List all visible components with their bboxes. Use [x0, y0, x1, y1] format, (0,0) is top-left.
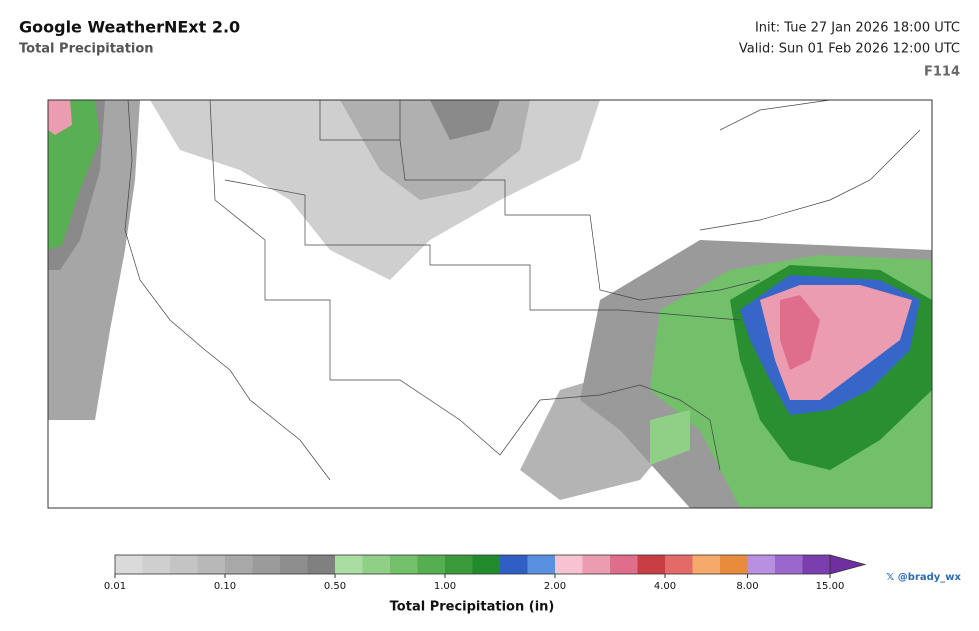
- valid-time: Valid: Sun 01 Feb 2026 12:00 UTC: [739, 42, 960, 57]
- colorbar-tick-label: 15.00: [816, 581, 845, 592]
- colorbar-segment: [582, 555, 611, 574]
- colorbar-label: Total Precipitation (in): [390, 600, 555, 615]
- colorbar-segment: [197, 555, 226, 574]
- colorbar-segment: [417, 555, 446, 574]
- colorbar-segment: [802, 555, 831, 574]
- colorbar-segment: [445, 555, 473, 574]
- colorbar-tick-label: 1.00: [434, 581, 456, 592]
- colorbar-tick-label: 0.01: [104, 581, 126, 592]
- colorbar-extension: [829, 554, 867, 575]
- colorbar-tick-label: 4.00: [654, 581, 676, 592]
- colorbar-segment: [472, 555, 501, 574]
- colorbar-segment: [720, 555, 748, 574]
- colorbar-segment: [390, 555, 418, 574]
- colorbar-segment: [307, 555, 336, 574]
- credit: 𝕏 @brady_wx: [886, 572, 961, 583]
- colorbar-segment: [252, 555, 281, 574]
- colorbar-tick-label: 0.10: [214, 581, 236, 592]
- title: Google WeatherNExt 2.0: [19, 18, 240, 37]
- colorbar-segment: [170, 555, 198, 574]
- colorbar-segment: [362, 555, 391, 574]
- colorbar-segment: [115, 555, 143, 574]
- map-frame: [47, 99, 933, 509]
- colorbar-segment: [665, 555, 693, 574]
- colorbar-segment: [610, 555, 638, 574]
- subtitle: Total Precipitation: [19, 42, 154, 57]
- colorbar-segment: [555, 555, 583, 574]
- colorbar-frame: [114, 554, 831, 575]
- colorbar-segment: [637, 555, 666, 574]
- colorbar-segment: [775, 555, 803, 574]
- colorbar-segment: [500, 555, 528, 574]
- colorbar-segment: [335, 555, 363, 574]
- colorbar-segment: [527, 555, 556, 574]
- colorbar-segment: [280, 555, 308, 574]
- forecast-hour: F114: [924, 65, 960, 80]
- colorbar-tick-label: 0.50: [324, 581, 346, 592]
- init-time: Init: Tue 27 Jan 2026 18:00 UTC: [755, 21, 960, 36]
- precip-field: [48, 100, 932, 508]
- map: [47, 99, 933, 509]
- colorbar-segment: [142, 555, 171, 574]
- colorbar-tick-label: 8.00: [736, 581, 758, 592]
- colorbar-segment: [747, 555, 776, 574]
- colorbar-segment: [692, 555, 721, 574]
- colorbar-segment: [225, 555, 253, 574]
- colorbar-tick-label: 2.00: [544, 581, 566, 592]
- colorbar: 0.01 0.10 0.50 1.00 2.00 4.00 8.00 15.00: [104, 554, 867, 592]
